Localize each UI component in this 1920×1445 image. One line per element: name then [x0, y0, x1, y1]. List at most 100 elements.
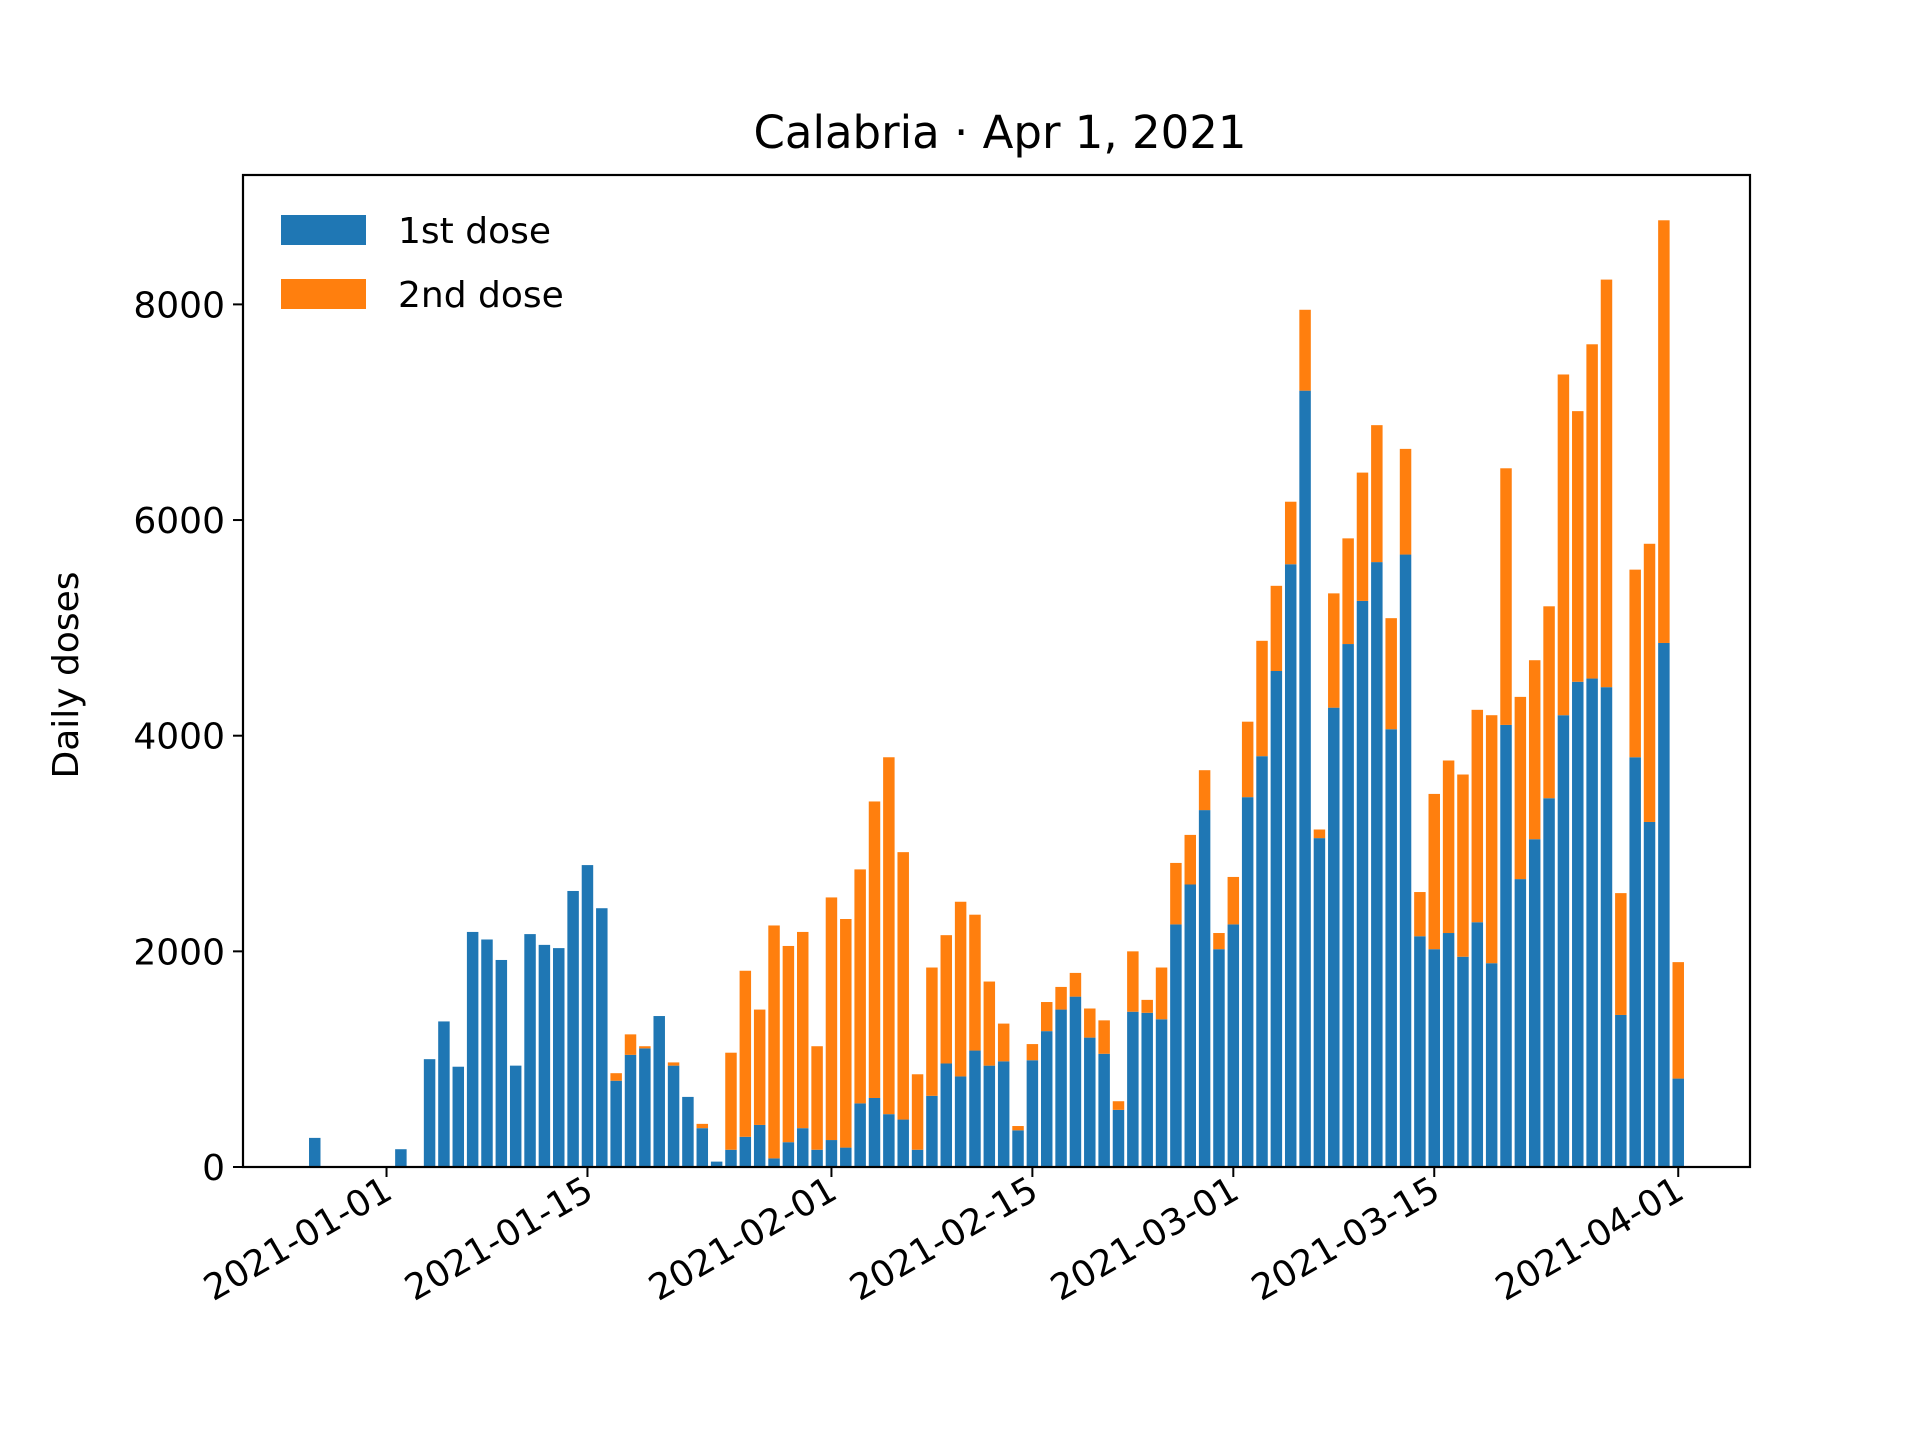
bar-first-dose [1155, 1019, 1168, 1167]
bar-first-dose [653, 1016, 665, 1167]
bar-second-dose [1371, 425, 1383, 563]
bar-second-dose [883, 757, 895, 1115]
bar-first-dose [797, 1128, 809, 1167]
bar-first-dose [1213, 949, 1225, 1167]
bar-first-dose [1127, 1011, 1139, 1167]
bar-first-dose [1371, 562, 1383, 1167]
bar-second-dose [639, 1046, 651, 1049]
bar-first-dose [1615, 1014, 1627, 1167]
bar-second-dose [1528, 660, 1541, 840]
bar-first-dose [1012, 1130, 1024, 1167]
bar-first-dose [825, 1140, 838, 1167]
bar-first-dose [1084, 1037, 1096, 1167]
bar-first-dose [1471, 922, 1484, 1167]
bar-first-dose [897, 1119, 909, 1167]
bar-second-dose [983, 981, 996, 1066]
bar-first-dose [1141, 1012, 1153, 1167]
bar-first-dose [1270, 671, 1283, 1167]
bar-first-dose [739, 1136, 752, 1167]
bar-first-dose [1385, 729, 1397, 1167]
bar-first-dose [868, 1097, 881, 1167]
bar-first-dose [1026, 1060, 1039, 1167]
bar-first-dose [581, 865, 594, 1167]
bar-first-dose [983, 1065, 996, 1167]
bar-second-dose [1428, 793, 1440, 950]
bar-second-dose [1098, 1020, 1110, 1054]
bar-first-dose [1069, 996, 1082, 1167]
bar-first-dose [1399, 554, 1412, 1167]
bar-first-dose [926, 1095, 938, 1167]
bar-second-dose [1543, 606, 1555, 799]
bar-first-dose [1055, 1009, 1067, 1167]
bar-first-dose [567, 890, 579, 1167]
bar-first-dose [1629, 757, 1641, 1167]
bar-second-dose [739, 970, 752, 1137]
legend-label: 2nd dose [398, 275, 564, 316]
bar-second-dose [1399, 448, 1412, 555]
bar-first-dose [782, 1142, 795, 1167]
bar-first-dose [1227, 924, 1240, 1167]
bar-second-dose [1385, 618, 1397, 730]
bar-second-dose [1471, 709, 1484, 923]
bar-second-dose [1600, 279, 1613, 688]
bar-second-dose [1299, 309, 1311, 391]
bar-second-dose [1672, 962, 1684, 1079]
bar-second-dose [1256, 640, 1268, 757]
bar-second-dose [1586, 344, 1598, 679]
bar-first-dose [1442, 933, 1455, 1167]
bar-first-dose [309, 1137, 321, 1167]
bar-second-dose [1313, 829, 1326, 839]
bar-first-dose [667, 1065, 680, 1167]
bar-first-dose [524, 934, 536, 1167]
bar-second-dose [1572, 411, 1584, 682]
bar-first-dose [1342, 644, 1354, 1167]
bar-second-dose [1414, 892, 1426, 937]
bar-second-dose [1457, 774, 1469, 957]
bar-first-dose [1457, 956, 1469, 1167]
bar-first-dose [1328, 707, 1340, 1167]
bar-second-dose [840, 919, 852, 1148]
bar-second-dose [1227, 876, 1240, 925]
bar-first-dose [1557, 715, 1570, 1167]
bar-second-dose [997, 1023, 1010, 1062]
bar-second-dose [1500, 468, 1512, 725]
bar-second-dose [1241, 721, 1254, 798]
bar-first-dose [639, 1048, 651, 1167]
y-axis-label: Daily doses [46, 571, 87, 778]
y-tick-label: 0 [202, 1148, 225, 1189]
bar-second-dose [1485, 715, 1498, 964]
bar-first-dose [1284, 564, 1297, 1167]
bar-second-dose [1141, 999, 1153, 1013]
bar-second-dose [969, 914, 981, 1051]
bar-first-dose [768, 1158, 780, 1167]
bar-second-dose [1328, 593, 1340, 708]
bar-first-dose [1586, 678, 1598, 1167]
bar-second-dose [868, 801, 881, 1098]
bar-second-dose [1084, 1008, 1096, 1038]
bar-second-dose [610, 1073, 622, 1081]
bar-second-dose [1127, 951, 1139, 1012]
bar-second-dose [1012, 1126, 1024, 1131]
series-1 [309, 390, 1684, 1167]
bar-second-dose [1643, 543, 1656, 822]
bar-second-dose [624, 1034, 637, 1055]
bar-second-dose [1442, 760, 1455, 934]
bar-first-dose [1112, 1109, 1125, 1167]
bar-first-dose [538, 944, 551, 1167]
bar-first-dose [1643, 821, 1656, 1167]
bar-first-dose [1299, 390, 1311, 1167]
bar-first-dose [1241, 797, 1254, 1167]
bar-first-dose [481, 939, 493, 1167]
bar-first-dose [1256, 756, 1268, 1167]
bar-second-dose [1557, 374, 1570, 716]
y-tick-label: 8000 [133, 285, 225, 326]
bar-first-dose [1514, 879, 1527, 1167]
bar-first-dose [395, 1149, 407, 1167]
bar-second-dose [926, 967, 938, 1096]
bar-second-dose [1356, 472, 1369, 601]
bar-second-dose [1170, 862, 1182, 925]
bar-first-dose [840, 1147, 852, 1167]
bar-second-dose [1040, 1002, 1053, 1032]
bar-first-dose [1428, 949, 1440, 1167]
bar-first-dose [811, 1149, 823, 1167]
